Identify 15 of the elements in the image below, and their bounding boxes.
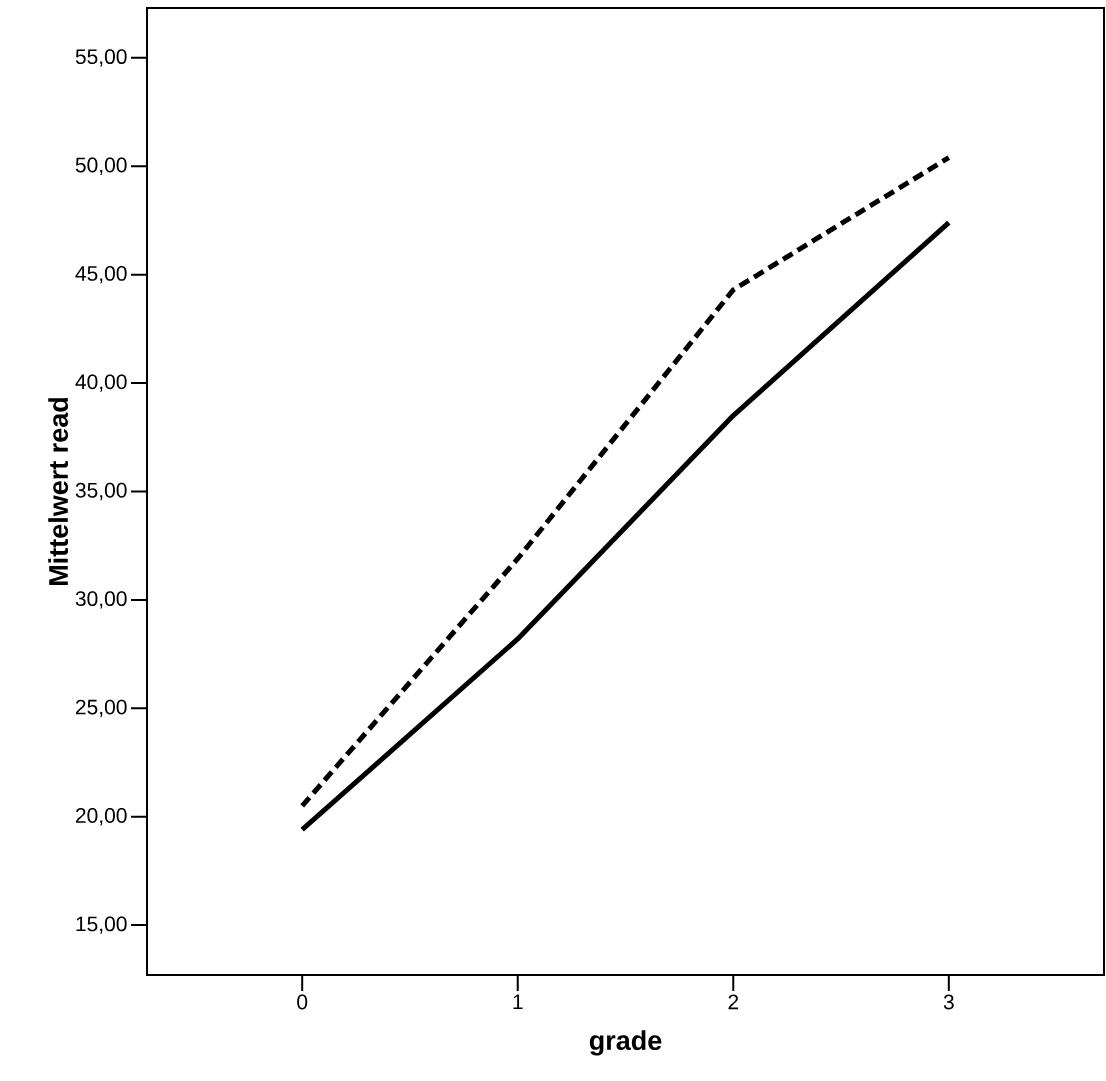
x-tick-label: 0 bbox=[297, 994, 308, 1010]
y-axis-title: Mittelwert read bbox=[48, 398, 69, 585]
x-tick-label: 1 bbox=[513, 994, 523, 1009]
x-tick-label: 2 bbox=[728, 994, 739, 1010]
y-tick-label: 40,00 bbox=[75, 374, 127, 392]
y-tick-label: 25,00 bbox=[75, 699, 127, 717]
x-axis-title: grade bbox=[589, 1030, 662, 1056]
x-tick-label: 3 bbox=[943, 994, 954, 1010]
y-tick-label: 55,00 bbox=[75, 49, 127, 67]
y-tick-label: 35,00 bbox=[75, 482, 127, 501]
y-tick-label: 45,00 bbox=[75, 265, 127, 284]
y-tick-label: 15,00 bbox=[76, 916, 127, 934]
y-tick-label: 30,00 bbox=[75, 591, 127, 609]
y-tick-label: 20,00 bbox=[75, 808, 127, 826]
y-tick-label: 50,00 bbox=[75, 157, 127, 175]
